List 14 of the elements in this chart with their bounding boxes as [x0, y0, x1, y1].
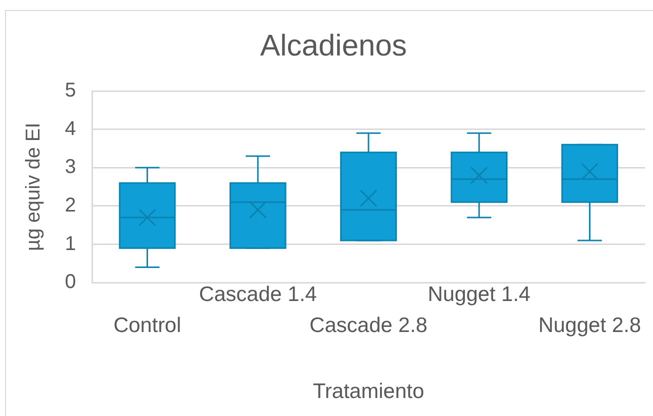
x-tick-label: Nugget 1.4: [428, 282, 531, 306]
y-tick-label: 5: [64, 80, 76, 102]
x-tick-label: Cascade 2.8: [310, 314, 428, 338]
x-tick-label: Nugget 2.8: [538, 314, 642, 338]
x-tick-label: Cascade 1.4: [198, 282, 318, 306]
y-tick-label: 2: [64, 194, 76, 216]
x-tick-label: Control: [113, 314, 182, 338]
y-tick-label: 3: [64, 156, 76, 178]
y-tick-label: 0: [64, 271, 76, 294]
x-axis-title: Tratamiento: [312, 380, 424, 404]
chart-title: Alcadienos: [260, 29, 407, 62]
y-tick-label: 1: [64, 232, 76, 255]
y-axis-title: µg equiv de EI: [22, 122, 45, 251]
y-tick-label: 4: [64, 118, 76, 140]
